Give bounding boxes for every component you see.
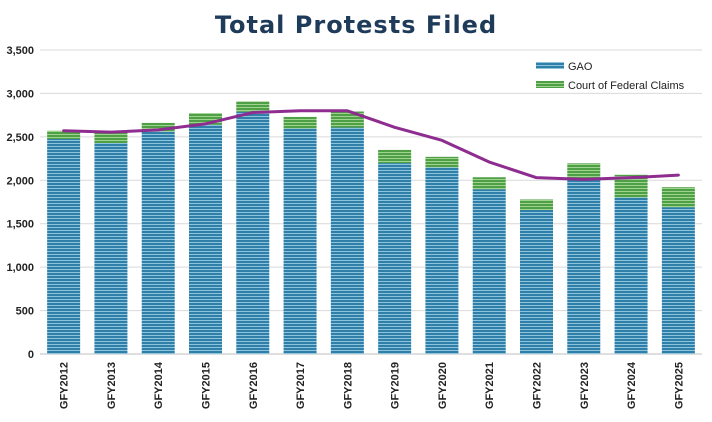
bar-gao bbox=[472, 189, 506, 354]
y-tick-label: 2,000 bbox=[6, 175, 34, 187]
bar-court-of-federal-claims bbox=[330, 111, 364, 128]
y-tick-label: 0 bbox=[28, 349, 34, 361]
legend-label-gao: GAO bbox=[568, 61, 593, 73]
x-tick-label: GFY2012 bbox=[59, 362, 71, 409]
x-tick-label: GFY2023 bbox=[579, 362, 591, 409]
legend: GAO Court of Federal Claims bbox=[536, 61, 685, 92]
x-tick-label: GFY2025 bbox=[673, 362, 685, 409]
y-axis-ticks: 0 500 1,000 1,500 2,000 2,500 3,000 3,500 bbox=[6, 45, 34, 361]
x-tick-label: GFY2014 bbox=[153, 361, 165, 409]
y-tick-label: 3,000 bbox=[6, 88, 34, 100]
trend-line-group bbox=[62, 109, 680, 181]
bar-court-of-federal-claims bbox=[94, 132, 128, 144]
bar-court-of-federal-claims bbox=[283, 116, 317, 129]
bar-court-of-federal-claims bbox=[567, 163, 601, 179]
bar-court-of-federal-claims bbox=[425, 156, 459, 168]
bar-court-of-federal-claims bbox=[47, 130, 81, 140]
bars bbox=[47, 101, 695, 354]
bar-gao bbox=[283, 128, 317, 354]
legend-swatch-gao bbox=[536, 62, 564, 69]
bar-gao bbox=[141, 131, 175, 354]
bar-gao bbox=[47, 139, 81, 354]
bar-court-of-federal-claims bbox=[141, 122, 175, 132]
x-axis-ticks: GFY2012 GFY2013 GFY2014 GFY2015 GFY2016 GFY20… bbox=[59, 361, 686, 409]
bar-gao bbox=[567, 178, 601, 354]
y-tick-label: 500 bbox=[16, 306, 34, 318]
y-tick-label: 2,500 bbox=[6, 132, 34, 144]
gridlines bbox=[40, 49, 702, 355]
bar-gao bbox=[378, 163, 412, 354]
legend-swatch-court-of-federal-claims bbox=[536, 81, 564, 88]
bar-court-of-federal-claims bbox=[472, 177, 506, 190]
y-tick-label: 3,500 bbox=[6, 45, 34, 57]
x-tick-label: GFY2013 bbox=[106, 362, 118, 409]
bar-gao bbox=[330, 127, 364, 354]
y-tick-label: 1,500 bbox=[6, 219, 34, 231]
x-tick-label: GFY2020 bbox=[437, 362, 449, 409]
trend-line bbox=[62, 109, 680, 181]
x-tick-label: GFY2015 bbox=[201, 362, 213, 409]
bar-gao bbox=[661, 207, 695, 354]
x-tick-label: GFY2018 bbox=[342, 362, 354, 409]
bar-gao bbox=[189, 124, 222, 354]
bar-court-of-federal-claims bbox=[189, 113, 222, 125]
bar-court-of-federal-claims bbox=[614, 174, 648, 198]
bar-gao bbox=[614, 197, 648, 354]
bar-court-of-federal-claims bbox=[661, 187, 695, 208]
legend-label-court-of-federal-claims: Court of Federal Claims bbox=[568, 80, 685, 92]
bar-court-of-federal-claims bbox=[236, 101, 270, 112]
chart-title: Total Protests Filed bbox=[215, 11, 497, 39]
bar-gao bbox=[94, 143, 128, 354]
x-tick-label: GFY2019 bbox=[390, 362, 402, 409]
bar-court-of-federal-claims bbox=[378, 149, 412, 164]
x-tick-label: GFY2024 bbox=[626, 361, 638, 409]
bar-court-of-federal-claims bbox=[520, 199, 553, 210]
x-tick-label: GFY2022 bbox=[532, 362, 544, 409]
y-tick-label: 1,000 bbox=[6, 262, 34, 274]
x-tick-label: GFY2017 bbox=[295, 362, 307, 409]
bar-gao bbox=[520, 209, 553, 354]
bar-gao bbox=[425, 167, 459, 354]
x-tick-label: GFY2016 bbox=[248, 362, 260, 409]
bar-gao bbox=[236, 111, 270, 354]
x-tick-label: GFY2021 bbox=[484, 362, 496, 409]
